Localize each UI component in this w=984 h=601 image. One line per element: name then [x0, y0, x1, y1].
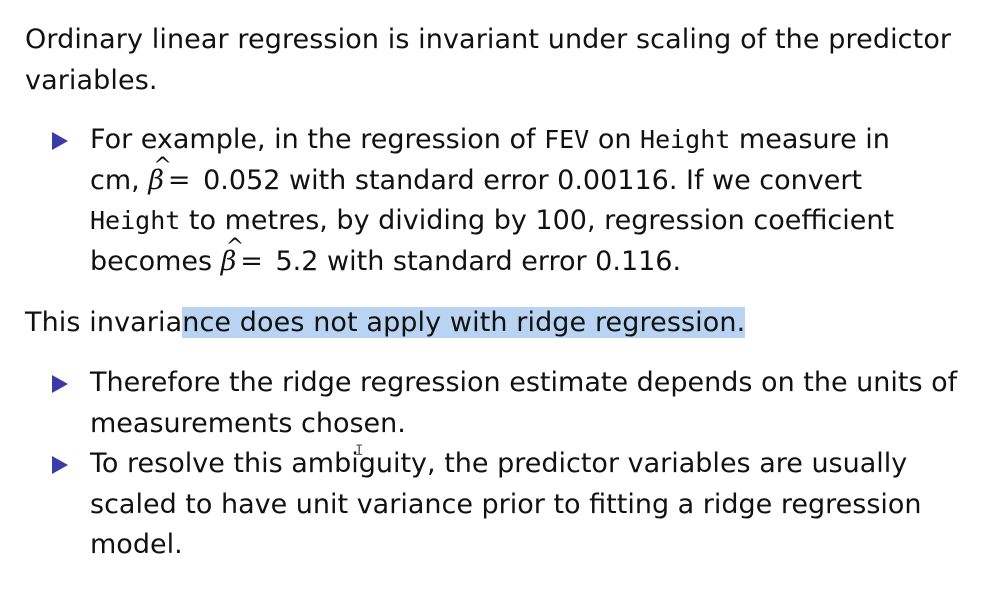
bullet-scaling-line-1: To resolve this ambiguity, the predictor…	[90, 448, 908, 479]
text-segment: For example, in the regression of	[90, 124, 545, 155]
bullet-units-text: Therefore the ridge regression estimate …	[90, 363, 957, 444]
text-segment: on	[589, 124, 641, 155]
bullet-example-line-2: cm, ^ β = 0.052 with standard error 0.0011…	[90, 154, 894, 202]
equals-sign: =	[240, 245, 263, 277]
bullet-units-line-2: measurements chosen.	[90, 407, 406, 439]
equals-sign: =	[167, 164, 191, 196]
intro-line-1: Ordinary linear regression is invariant …	[25, 24, 952, 55]
triangle-right-icon	[52, 132, 68, 150]
text-segment: cm,	[90, 164, 149, 196]
hat-accent: ^	[153, 153, 172, 179]
text-segment: 5.2 with standard error 0.116.	[266, 245, 682, 277]
code-height: Height	[90, 206, 181, 235]
intro-line-2: variables.	[25, 64, 158, 96]
beta-letter: β	[220, 245, 237, 277]
bullet-scaling-line-3: model.	[90, 529, 183, 560]
beta-hat-symbol: ^ β	[148, 154, 171, 202]
bullet-example-line-4: becomes ^ β = 5.2 with standard error 0.11…	[90, 235, 894, 283]
statement-plain-text: This invaria	[25, 307, 183, 338]
text-segment: becomes	[90, 245, 221, 277]
beta-hat-symbol: ^ β	[220, 235, 244, 283]
bullet-example-line-1: For example, in the regression of FEV on…	[90, 120, 894, 161]
code-height: Height	[640, 125, 731, 154]
bullet-scaling-text: To resolve this ambiguity, the predictor…	[90, 444, 922, 566]
text-segment: 0.052 with standard error 0.00116. If we…	[194, 164, 863, 196]
bullet-scaling-line-2: scaled to have unit variance prior to fi…	[90, 488, 922, 520]
code-fev: FEV	[544, 125, 590, 154]
text-cursor-icon: I	[355, 443, 364, 459]
text-segment: measure in	[730, 124, 890, 155]
intro-paragraph: Ordinary linear regression is invariant …	[25, 20, 951, 101]
text-segment: to metres, by dividing by 100, regressio…	[180, 205, 895, 236]
statement-paragraph: This invariance does not apply with ridg…	[25, 303, 746, 343]
bullet-example-line-3: Height to metres, by dividing by 100, re…	[90, 201, 894, 242]
statement-highlighted-text[interactable]: nce does not apply with ridge regression…	[182, 307, 746, 338]
triangle-right-icon	[52, 456, 68, 474]
bullet-example-text: For example, in the regression of FEV on…	[90, 120, 894, 282]
triangle-right-icon	[52, 375, 68, 393]
hat-accent: ^	[225, 234, 245, 260]
beta-letter: β	[148, 164, 164, 196]
bullet-units-line-1: Therefore the ridge regression estimate …	[90, 367, 958, 398]
